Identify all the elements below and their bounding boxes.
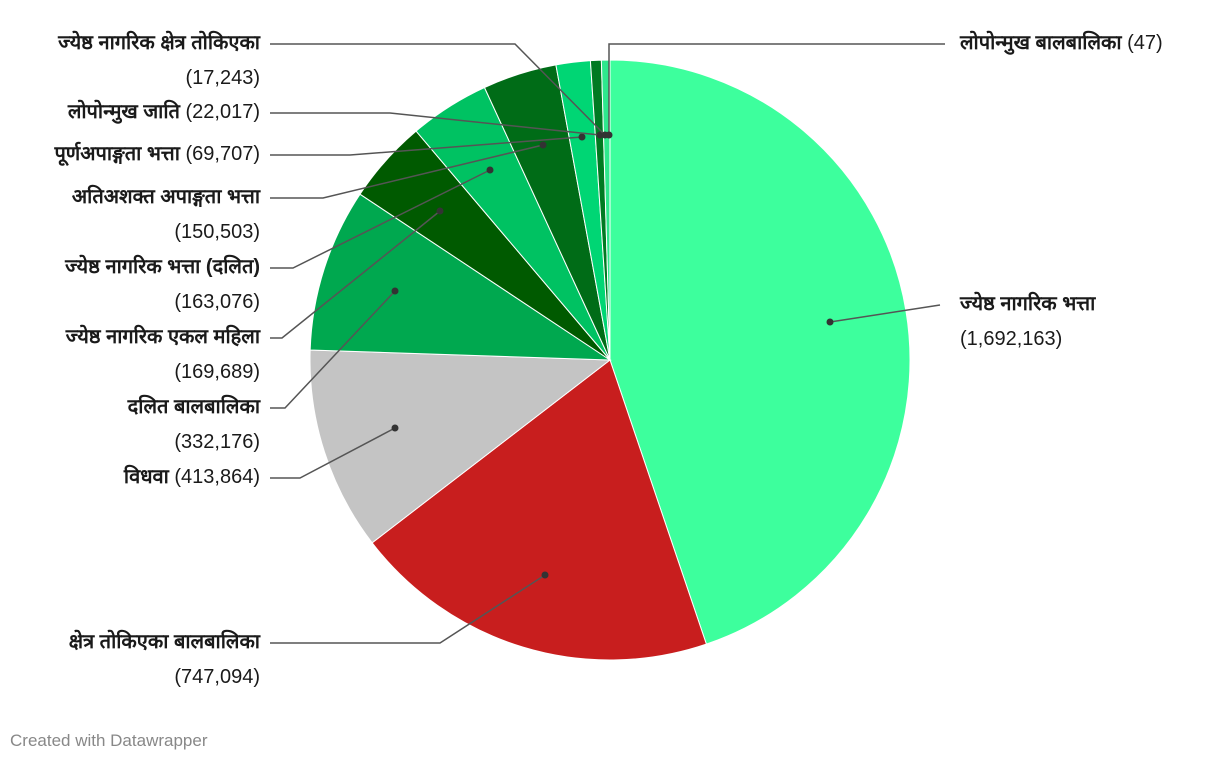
slice-label-name: लोपोन्मुख बालबालिका <box>960 32 1122 54</box>
leader-dot-10 <box>605 131 613 139</box>
slice-label-value: (332,176) <box>174 431 260 453</box>
leader-line-7 <box>270 136 583 156</box>
slice-label-4: ज्येष्ठ नागरिक एकल महिला (169,689) <box>66 320 260 390</box>
slice-label-value: (22,017) <box>185 101 261 123</box>
slice-label-3: दलित बालबालिका (332,176) <box>128 390 260 460</box>
slice-label-1: क्षेत्र तोकिएका बालबालिका (747,094) <box>69 625 260 695</box>
leader-line-3 <box>270 290 396 409</box>
slice-label-value: (1,692,163) <box>960 328 1063 350</box>
slice-label-value: (747,094) <box>174 666 260 688</box>
slice-label-name: विधवा <box>123 466 169 488</box>
pie-slice-1 <box>371 359 708 661</box>
leader-dot-8 <box>596 131 604 139</box>
slice-label-name: पूर्णअपाङ्गता भत्ता <box>54 143 180 165</box>
leader-line-2 <box>270 427 396 479</box>
slice-label-9: ज्येष्ठ नागरिक क्षेत्र तोकिएका (17,243) <box>58 26 260 96</box>
slice-label-name: ज्येष्ठ नागरिक एकल महिला <box>65 326 260 348</box>
pie-slice-0 <box>609 59 911 645</box>
slice-label-name: लोपोन्मुख जाति <box>67 101 180 123</box>
slice-label-name: दलित बालबालिका <box>127 396 260 418</box>
slice-label-10: लोपोन्मुख बालबालिका (47) <box>960 26 1163 61</box>
leader-dot-1 <box>541 571 549 579</box>
slice-label-5: ज्येष्ठ नागरिक भत्ता (दलित) (163,076) <box>65 250 260 320</box>
pie-slice-3 <box>309 193 612 361</box>
credit-text: Created with Datawrapper <box>10 731 208 750</box>
slice-label-8: लोपोन्मुख जाति (22,017) <box>68 95 260 130</box>
slice-label-name: अतिअशक्त अपाङ्गता भत्ता <box>71 186 260 208</box>
leader-dot-4 <box>436 207 444 215</box>
leader-dot-7 <box>578 133 586 141</box>
leader-line-1 <box>270 574 546 644</box>
slice-label-value: (150,503) <box>174 221 260 243</box>
slice-label-7: पूर्णअपाङ्गता भत्ता (69,707) <box>54 137 260 172</box>
slice-label-6: अतिअशक्त अपाङ्गता भत्ता (150,503) <box>72 180 260 250</box>
leader-line-9 <box>270 43 606 136</box>
leader-dot-2 <box>391 424 399 432</box>
leader-dot-0 <box>826 318 834 326</box>
slice-label-name: क्षेत्र तोकिएका बालबालिका <box>68 631 260 653</box>
slice-label-value: (163,076) <box>174 291 260 313</box>
leader-dot-5 <box>486 166 494 174</box>
leader-dot-3 <box>391 287 399 295</box>
slice-label-value: (69,707) <box>185 143 261 165</box>
slice-label-2: विधवा (413,864) <box>124 460 260 495</box>
slice-label-name: ज्येष्ठ नागरिक भत्ता <box>960 293 1096 315</box>
leader-dot-6 <box>539 141 547 149</box>
leader-line-6 <box>270 144 544 199</box>
slice-label-name: ज्येष्ठ नागरिक क्षेत्र तोकिएका <box>58 32 260 54</box>
pie-slice-2 <box>309 349 612 544</box>
slice-label-value: (47) <box>1127 32 1163 54</box>
slice-label-0: ज्येष्ठ नागरिक भत्ता (1,692,163) <box>960 287 1095 357</box>
leader-line-10 <box>608 43 945 135</box>
slice-label-value: (169,689) <box>174 361 260 383</box>
slice-label-value: (17,243) <box>185 67 261 89</box>
slice-label-value: (413,864) <box>174 466 260 488</box>
leader-line-5 <box>270 169 491 269</box>
slice-label-name: ज्येष्ठ नागरिक भत्ता (दलित) <box>65 256 260 278</box>
leader-line-8 <box>270 112 601 136</box>
leader-line-4 <box>270 210 441 339</box>
leader-line-0 <box>829 304 941 323</box>
